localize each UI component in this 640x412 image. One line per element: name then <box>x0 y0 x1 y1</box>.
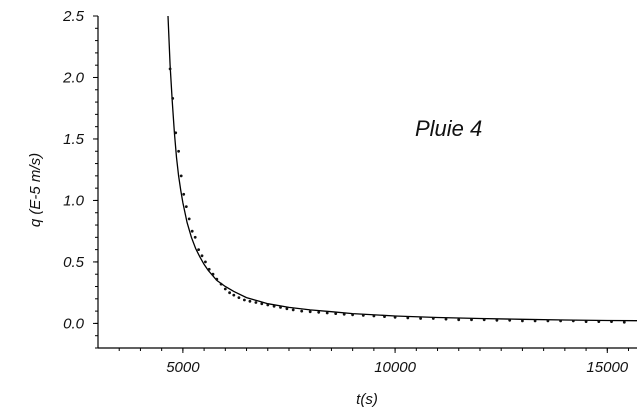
data-point <box>228 291 232 295</box>
data-point <box>419 317 422 320</box>
y-tick-label: 1.0 <box>63 192 85 209</box>
data-point <box>182 192 186 196</box>
data-point <box>361 314 365 317</box>
x-tick-label: 10000 <box>374 359 416 376</box>
data-point <box>211 272 215 276</box>
data-point <box>308 310 312 314</box>
y-axis-label: q (E-5 m/s) <box>27 153 44 227</box>
x-axis-label: t(s) <box>356 391 378 408</box>
data-point <box>470 318 473 322</box>
data-point <box>431 317 435 320</box>
data-point <box>342 312 346 316</box>
data-point <box>508 318 512 322</box>
data-point <box>610 320 613 323</box>
data-point <box>559 319 562 323</box>
data-point <box>237 296 241 299</box>
x-axis-ticks: 5000 10000 15000 <box>118 348 630 376</box>
data-point <box>533 319 537 323</box>
data-point <box>521 319 524 323</box>
data-point <box>171 97 175 100</box>
data-point <box>291 308 295 312</box>
data-point <box>351 313 354 317</box>
data-point <box>193 235 197 239</box>
data-point <box>190 229 194 233</box>
data-point <box>248 299 252 303</box>
data-point <box>177 149 181 153</box>
data-point <box>232 293 236 297</box>
data-point <box>482 318 486 322</box>
data-point <box>174 131 178 135</box>
data-point <box>571 319 575 323</box>
model-curve <box>167 15 638 322</box>
data-point <box>266 303 270 307</box>
data-point <box>285 307 289 311</box>
data-point <box>372 314 376 318</box>
data-point <box>197 248 201 252</box>
data-point <box>260 302 264 306</box>
data-point <box>279 306 282 309</box>
y-tick-label: 2.0 <box>62 69 85 86</box>
data-point <box>184 205 188 209</box>
data-point <box>325 311 329 315</box>
data-point <box>597 320 601 323</box>
y-tick-label: 2.5 <box>62 8 85 25</box>
data-point <box>334 312 338 315</box>
data-point <box>204 260 207 264</box>
data-point <box>393 315 397 319</box>
data-point <box>546 319 550 323</box>
data-point <box>223 287 227 291</box>
data-point <box>179 174 183 178</box>
data-point <box>457 318 461 322</box>
y-tick-label: 1.5 <box>63 131 85 148</box>
y-axis-ticks: 0.0 0.5 1.0 1.5 2.0 2.5 <box>62 8 98 349</box>
data-point <box>187 217 191 221</box>
data-point <box>243 298 246 302</box>
data-point <box>444 317 448 321</box>
data-point <box>406 316 410 320</box>
data-point <box>383 315 386 318</box>
data-point <box>168 67 172 71</box>
data-point <box>207 267 211 271</box>
plot-area <box>167 15 638 324</box>
x-tick-label: 5000 <box>166 359 200 376</box>
y-tick-label: 0.5 <box>63 254 85 271</box>
y-tick-label: 0.0 <box>63 315 85 332</box>
data-point <box>622 320 626 324</box>
data-point <box>584 320 588 323</box>
data-point <box>317 310 321 314</box>
chart-annotation: Pluie 4 <box>415 116 482 141</box>
data-point <box>219 282 223 286</box>
data-point <box>254 301 258 304</box>
data-point <box>200 254 204 258</box>
data-point <box>215 277 219 281</box>
x-tick-label: 15000 <box>586 359 628 376</box>
data-point <box>495 318 499 322</box>
data-point <box>300 309 304 313</box>
data-point <box>272 304 276 308</box>
